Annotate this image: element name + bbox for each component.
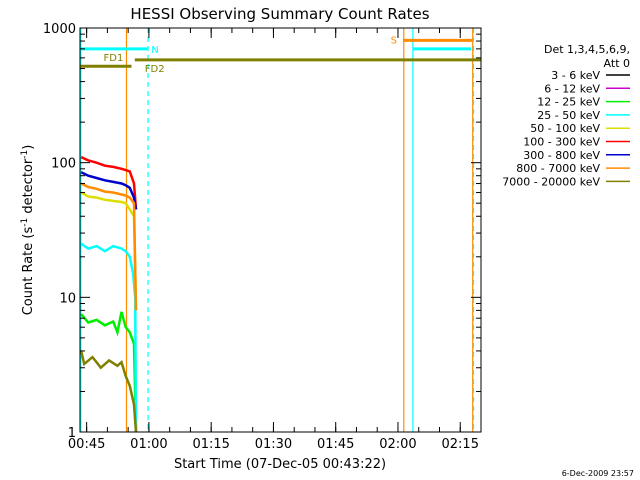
legend-label: 50 - 100 keV [530,122,600,135]
series-line [80,182,138,311]
y-tick-label: 10 [59,291,76,306]
series-line [80,155,138,210]
x-tick-label: 02:15 [442,437,479,452]
flag-label: FD1 [104,53,124,64]
flag-label: FD2 [145,64,165,75]
x-tick-label: 00:45 [68,437,105,452]
y-tick-label: 1 [68,426,76,441]
y-tick-label: 1000 [43,22,76,37]
series-line [80,171,138,210]
x-tick-label: 01:00 [130,437,167,452]
x-tick-label: 02:00 [379,437,416,452]
x-tick-label: 01:45 [317,437,354,452]
legend-label: 25 - 50 keV [537,109,600,122]
series-line [80,242,138,432]
legend-header-line-2: Att 0 [604,57,630,70]
x-axis-label: Start Time (07-Dec-05 00:43:22) [174,457,386,472]
legend-header-line-1: Det 1,3,4,5,6,9, [544,43,630,56]
x-tick-label: 01:30 [255,437,292,452]
footer-date: 6-Dec-2009 23:57 [562,469,634,478]
flag-label: S [391,35,397,46]
y-tick-label: 100 [51,157,76,172]
y-axis-label-sup1: -1 [20,218,30,227]
series-line [80,311,138,432]
series-line [80,350,138,432]
x-tick-label: 01:15 [192,437,229,452]
series-line [80,191,138,311]
y-axis-label: Count Rate (s-1 detector-1) [20,145,36,316]
y-axis-label-sup2: -1 [20,150,30,159]
y-axis-label-mid: detector [21,158,36,218]
legend-label: 12 - 25 keV [537,96,600,109]
legend-label: 6 - 12 keV [544,82,600,95]
flag-label: N [151,45,158,56]
legend-label: 7000 - 20000 keV [502,175,600,188]
legend-label: 3 - 6 keV [551,69,600,82]
legend-label: 800 - 7000 keV [516,162,600,175]
chart-title: HESSI Observing Summary Count Rates [130,5,429,23]
legend-label: 300 - 800 keV [523,149,600,162]
plot-frame [79,27,482,433]
y-axis-label-end: ) [21,145,36,150]
y-axis-label-main: Count Rate (s [21,227,36,316]
legend-label: 100 - 300 keV [523,136,600,149]
